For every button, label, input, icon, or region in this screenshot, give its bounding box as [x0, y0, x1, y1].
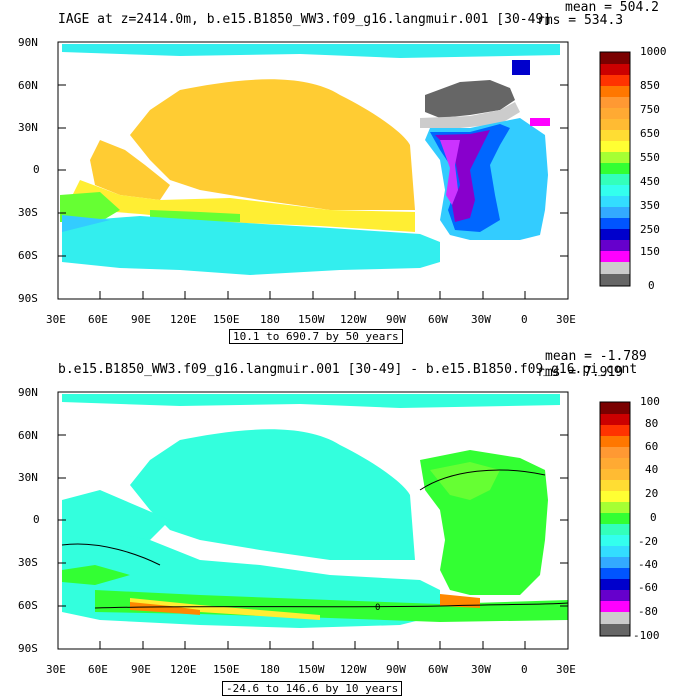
- panel2-contour-caption: -24.6 to 146.6 by 10 years: [222, 681, 403, 696]
- panel2-axis-ticks: [58, 434, 568, 649]
- panel1-lon-label: 150E: [213, 313, 240, 326]
- panel2-lon-label: 120W: [340, 663, 367, 676]
- panel2-lat-label: 30S: [18, 556, 38, 569]
- panel2-lon-label: 120E: [170, 663, 197, 676]
- panel2-colorbar-label: -20: [638, 535, 658, 548]
- panel1-lat-label: 90S: [18, 292, 38, 305]
- panel2-lon-label: 90E: [131, 663, 151, 676]
- panel2-colorbar-label: 0: [650, 511, 657, 524]
- panel2-rms: rms = 7.919: [537, 365, 624, 380]
- panel2-colorbar-label: -80: [638, 605, 658, 618]
- panel1-map: [57, 41, 569, 300]
- panel2-lon-label: 30W: [471, 663, 491, 676]
- panel1-lon-label: 30E: [556, 313, 576, 326]
- panel2-lat-label: 90S: [18, 642, 38, 655]
- panel2-lon-label: 60W: [428, 663, 448, 676]
- panel1-colorbar: [599, 51, 631, 287]
- panel1-lon-label: 30E: [46, 313, 66, 326]
- panel1-lon-label: 60E: [88, 313, 108, 326]
- panel2-colorbar-label: 40: [645, 463, 659, 476]
- panel1-lon-label: 120W: [340, 313, 367, 326]
- panel2-lon-label: 150W: [298, 663, 325, 676]
- panel2-colorbar-label: -40: [638, 558, 658, 571]
- panel1-colorbar-label: 850: [640, 79, 660, 92]
- panel1-title: IAGE at z=2414.0m, b.e15.B1850_WW3.f09_g…: [58, 12, 552, 27]
- panel1-colorbar-label: 1000: [640, 45, 667, 58]
- panel1-lon-label: 90E: [131, 313, 151, 326]
- panel1-lat-label: 30S: [18, 206, 38, 219]
- panel1-colorbar-label: 550: [640, 151, 660, 164]
- panel1-lat-label: 60N: [18, 79, 38, 92]
- panel2-colorbar-label: -100: [633, 629, 660, 642]
- panel2-colorbar-label: 100: [640, 395, 660, 408]
- panel2-lat-label: 90N: [18, 386, 38, 399]
- panel1-colorbar-label: 150: [640, 245, 660, 258]
- panel1-rms: rms = 534.3: [537, 13, 624, 28]
- panel2-map: 0: [57, 391, 569, 650]
- contour-label: 0: [375, 603, 380, 613]
- panel2-lon-label: 150E: [213, 663, 240, 676]
- panel1-colorbar-label: 350: [640, 199, 660, 212]
- panel1-colorbar-label: 650: [640, 127, 660, 140]
- panel2-lat-label: 30N: [18, 471, 38, 484]
- panel2-lon-label: 60E: [88, 663, 108, 676]
- panel2-colorbar: [599, 401, 631, 637]
- panel1-colorbar-label: 450: [640, 175, 660, 188]
- panel1-lon-label: 180: [260, 313, 280, 326]
- panel1-mean: mean = 504.2: [565, 0, 659, 15]
- panel1-colorbar-label: 250: [640, 223, 660, 236]
- panel2-lon-label: 30E: [556, 663, 576, 676]
- panel1-lon-label: 30W: [471, 313, 491, 326]
- panel2-lon-label: 90W: [386, 663, 406, 676]
- panel2-lat-label: 60S: [18, 599, 38, 612]
- panel1-lon-label: 0: [521, 313, 528, 326]
- panel2-lon-label: 30E: [46, 663, 66, 676]
- panel2-lon-label: 180: [260, 663, 280, 676]
- panel2-colorbar-label: 80: [645, 417, 659, 430]
- panel1-lon-label: 150W: [298, 313, 325, 326]
- panel1-lon-label: 120E: [170, 313, 197, 326]
- panel2-title: b.e15.B1850_WW3.f09_g16.langmuir.001 [30…: [58, 362, 638, 377]
- panel1-lat-label: 60S: [18, 249, 38, 262]
- panel2-colorbar-label: 60: [645, 440, 659, 453]
- panel1-colorbar-label: 750: [640, 103, 660, 116]
- panel1-lon-label: 90W: [386, 313, 406, 326]
- panel2-lat-label: 60N: [18, 429, 38, 442]
- panel2-colorbar-label: -60: [638, 581, 658, 594]
- panel1-colorbar-label: 0: [648, 279, 655, 292]
- panel1-lat-label: 0: [33, 163, 40, 176]
- panel1-lat-label: 30N: [18, 121, 38, 134]
- panel2-mean: mean = -1.789: [545, 349, 647, 364]
- panel2-lon-label: 0: [521, 663, 528, 676]
- panel1-lon-label: 60W: [428, 313, 448, 326]
- panel2-lat-label: 0: [33, 513, 40, 526]
- panel2-colorbar-label: 20: [645, 487, 659, 500]
- panel1-axis-ticks: [57, 41, 569, 300]
- panel1-contour-caption: 10.1 to 690.7 by 50 years: [229, 329, 403, 344]
- panel1-lat-label: 90N: [18, 36, 38, 49]
